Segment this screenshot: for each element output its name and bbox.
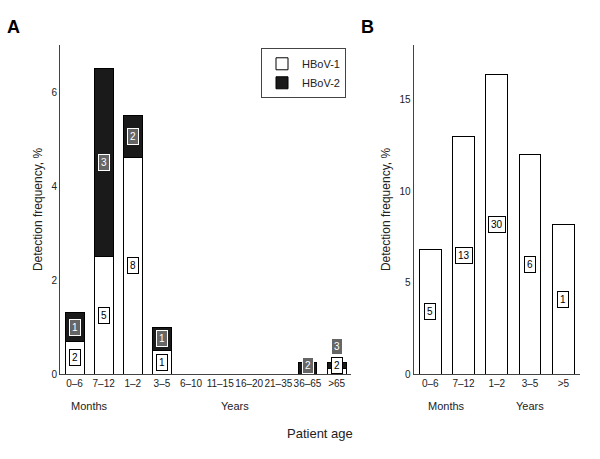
svg-text:11–15: 11–15 bbox=[207, 378, 235, 389]
svg-text:13: 13 bbox=[458, 250, 470, 261]
svg-text:>5: >5 bbox=[558, 378, 570, 389]
svg-text:Months: Months bbox=[71, 400, 108, 412]
svg-text:7–12: 7–12 bbox=[93, 378, 116, 389]
svg-text:3–5: 3–5 bbox=[522, 378, 539, 389]
svg-text:2: 2 bbox=[51, 275, 57, 286]
svg-text:1–2: 1–2 bbox=[488, 378, 505, 389]
svg-text:1–2: 1–2 bbox=[124, 378, 141, 389]
svg-text:2: 2 bbox=[305, 360, 311, 371]
svg-text:6–10: 6–10 bbox=[180, 378, 203, 389]
svg-text:HBoV-2: HBoV-2 bbox=[302, 77, 340, 89]
svg-text:1: 1 bbox=[159, 357, 165, 368]
svg-text:15: 15 bbox=[399, 94, 411, 105]
svg-text:21–35: 21–35 bbox=[264, 378, 292, 389]
svg-text:A: A bbox=[7, 17, 20, 37]
svg-text:Years: Years bbox=[221, 400, 249, 412]
svg-text:6: 6 bbox=[51, 87, 57, 98]
svg-text:3: 3 bbox=[334, 341, 340, 352]
svg-text:1: 1 bbox=[560, 294, 566, 305]
svg-text:Years: Years bbox=[516, 400, 544, 412]
svg-text:2: 2 bbox=[130, 131, 136, 142]
svg-text:0–6: 0–6 bbox=[422, 378, 439, 389]
svg-text:36–65: 36–65 bbox=[294, 378, 322, 389]
svg-text:4: 4 bbox=[51, 181, 57, 192]
svg-text:7–12: 7–12 bbox=[452, 378, 475, 389]
svg-text:16–20: 16–20 bbox=[235, 378, 263, 389]
svg-text:0: 0 bbox=[405, 369, 411, 380]
svg-text:0: 0 bbox=[51, 369, 57, 380]
svg-text:2: 2 bbox=[72, 352, 78, 363]
svg-text:Months: Months bbox=[428, 400, 465, 412]
svg-text:2: 2 bbox=[334, 360, 340, 371]
svg-text:10: 10 bbox=[399, 186, 411, 197]
svg-text:5: 5 bbox=[427, 306, 433, 317]
svg-text:3: 3 bbox=[101, 157, 107, 168]
svg-text:>65: >65 bbox=[328, 378, 345, 389]
svg-text:Patient age: Patient age bbox=[287, 426, 353, 441]
svg-text:Detection frequency, %: Detection frequency, % bbox=[379, 148, 393, 272]
svg-text:3–5: 3–5 bbox=[154, 378, 171, 389]
svg-text:B: B bbox=[361, 17, 374, 37]
svg-text:1: 1 bbox=[72, 322, 78, 333]
svg-text:1: 1 bbox=[159, 333, 165, 344]
svg-text:8: 8 bbox=[130, 260, 136, 271]
svg-text:5: 5 bbox=[405, 277, 411, 288]
svg-text:Detection frequency, %: Detection frequency, % bbox=[31, 148, 45, 272]
svg-text:30: 30 bbox=[491, 219, 503, 230]
svg-text:HBoV-1: HBoV-1 bbox=[302, 58, 340, 70]
svg-text:5: 5 bbox=[101, 310, 107, 321]
svg-text:0–6: 0–6 bbox=[66, 378, 83, 389]
svg-text:6: 6 bbox=[527, 259, 533, 270]
